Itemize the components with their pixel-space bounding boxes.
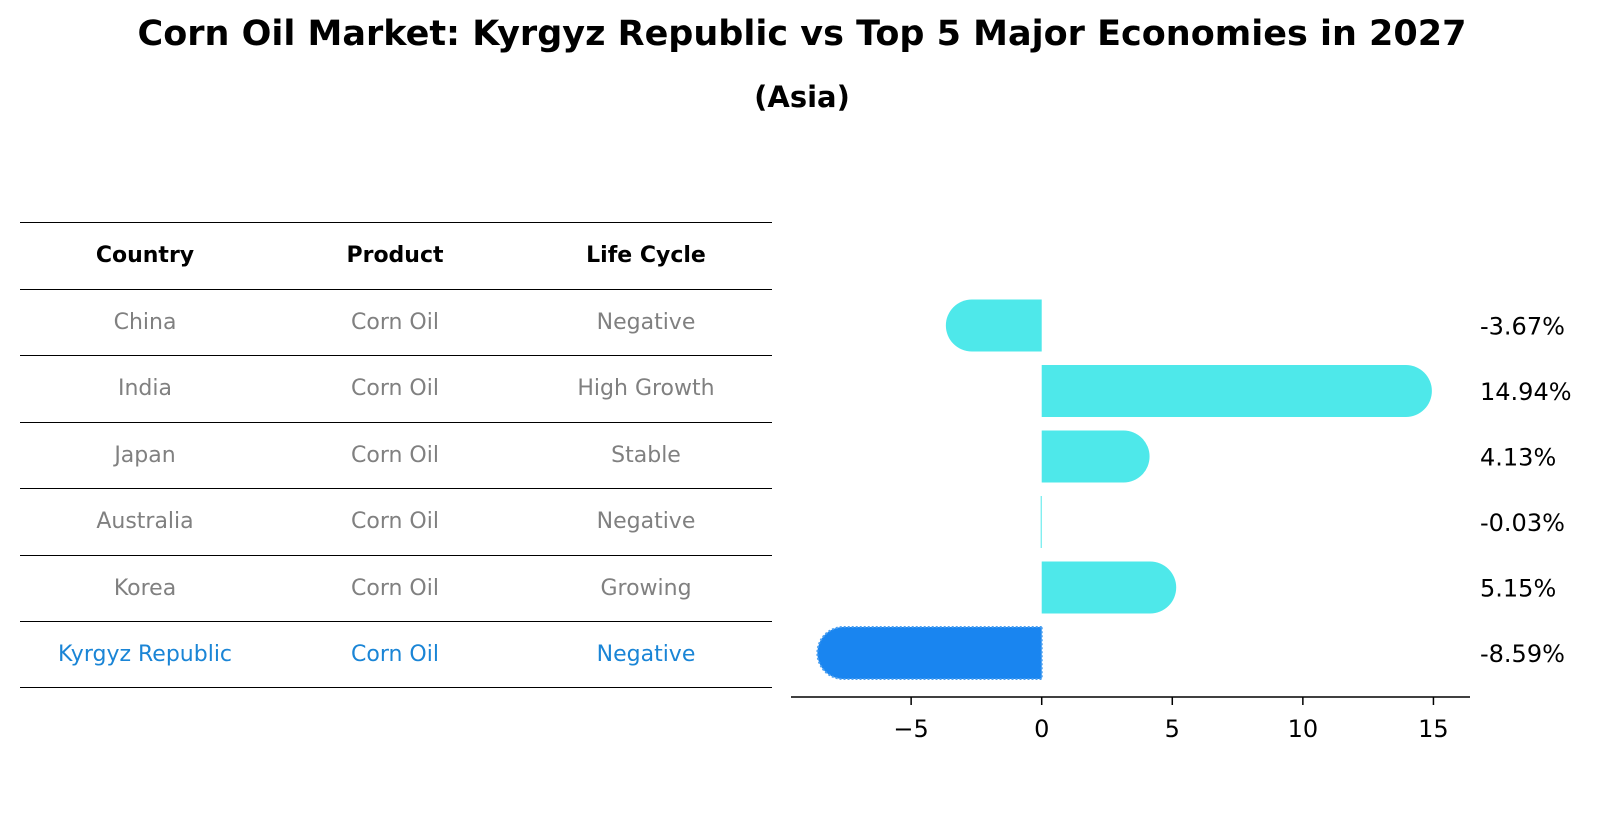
cell-life-cycle: Negative <box>596 309 696 335</box>
cell-life-cycle: Negative <box>596 509 696 535</box>
header-country: Country <box>95 243 195 269</box>
value-label: -8.59% <box>1480 640 1565 668</box>
bar-shape <box>816 626 1043 680</box>
value-label: 5.15% <box>1480 575 1556 603</box>
cell-country: Kyrgyz Republic <box>57 641 233 667</box>
chart-subtitle: (Asia) <box>754 80 850 114</box>
cell-country: Australia <box>96 509 194 535</box>
value-label: -3.67% <box>1480 313 1565 341</box>
cell-product: Corn Oil <box>351 575 439 601</box>
table-row: Australia Corn Oil Negative <box>20 488 772 555</box>
bar-shape <box>1040 496 1042 548</box>
value-label: -0.03% <box>1480 509 1565 537</box>
table-row-highlighted: Kyrgyz Republic Corn Oil Negative <box>20 621 772 688</box>
bar-shape <box>945 299 1042 352</box>
cell-country: India <box>118 376 172 402</box>
header-life-cycle: Life Cycle <box>586 243 706 269</box>
cell-country: Japan <box>114 442 176 468</box>
bar-india <box>1041 365 1432 417</box>
table-row: India Corn Oil High Growth <box>20 355 772 422</box>
x-tick-label: 5 <box>1165 715 1180 743</box>
table-row: Korea Corn Oil Growing <box>20 554 772 622</box>
value-label: 4.13% <box>1480 444 1556 472</box>
cell-country: China <box>113 309 177 335</box>
cell-life-cycle: Negative <box>596 641 696 667</box>
bar-shape <box>1041 365 1432 417</box>
x-tick-label: 10 <box>1288 715 1319 743</box>
bar-china <box>945 299 1042 352</box>
table-header-row: Country Product Life Cycle <box>20 222 772 289</box>
value-label: 14.94% <box>1480 378 1572 406</box>
cell-product: Corn Oil <box>351 376 439 402</box>
x-tick-label: 0 <box>1034 715 1049 743</box>
bar-shape <box>1041 561 1177 614</box>
bar-japan <box>1041 430 1150 483</box>
cell-life-cycle: Stable <box>611 442 681 468</box>
cell-product: Corn Oil <box>351 442 439 468</box>
bar-kyrgyz-republic <box>816 626 1043 680</box>
cell-product: Corn Oil <box>351 309 439 335</box>
table-row: Japan Corn Oil Stable <box>20 421 772 489</box>
table-row: China Corn Oil Negative <box>20 288 772 356</box>
header-product: Product <box>346 243 444 269</box>
cell-product: Corn Oil <box>351 641 439 667</box>
data-table: Country Product Life Cycle China Corn Oi… <box>20 222 772 688</box>
bar-australia <box>1040 496 1042 548</box>
chart-title: Corn Oil Market: Kyrgyz Republic vs Top … <box>137 14 1467 54</box>
cell-life-cycle: High Growth <box>577 376 715 402</box>
bar-korea <box>1041 561 1177 614</box>
cell-life-cycle: Growing <box>600 575 692 601</box>
x-tick-label: 15 <box>1418 715 1449 743</box>
bar-shape <box>1041 430 1150 483</box>
cell-product: Corn Oil <box>351 509 439 535</box>
cell-country: Korea <box>113 575 177 601</box>
x-tick-label: −5 <box>893 715 928 743</box>
